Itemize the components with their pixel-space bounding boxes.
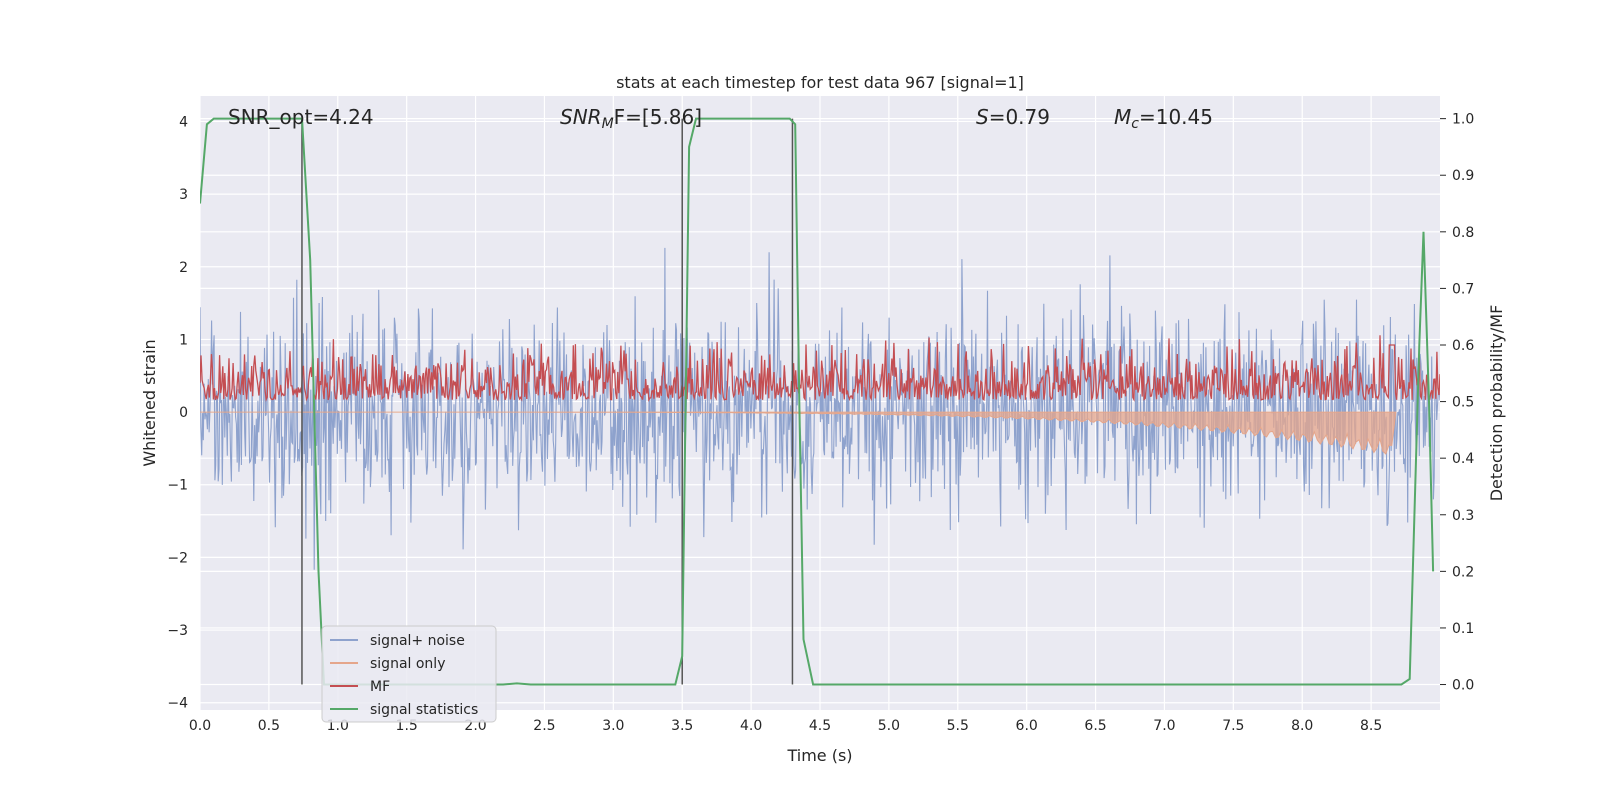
x-axis-title: Time (s) [786,746,852,765]
y-tick-label: −4 [167,696,188,712]
x-tick-label: 0.5 [258,718,280,734]
mc-subscript: c [1131,116,1139,132]
x-tick-label: 8.5 [1360,718,1382,734]
x-tick-labels: 0.0 0.5 1.0 1.5 2.0 2.5 3.0 3.5 4.0 4.5 5.0 5.5 6.0 6… [189,718,1382,734]
y-tick-label: −2 [167,550,188,566]
y2-tick-label: 0.0 [1452,678,1474,694]
y2-tick-label: 1.0 [1452,112,1474,128]
y2-tick-label: 0.9 [1452,168,1474,184]
series-signal-noise [200,247,1440,570]
y2-tick-label: 0.8 [1452,225,1474,241]
snr-mf-prefix: SNR [560,105,602,129]
y-tick-label: 2 [179,260,188,276]
x-tick-label: 4.5 [809,718,831,734]
annotation-mc: Mc=10.45 [1114,105,1213,132]
y-tick-label: −1 [167,478,188,494]
y2-tick-label: 0.3 [1452,508,1474,524]
legend-label-signal-only: signal only [370,656,445,672]
y-tick-label: 0 [179,405,188,421]
legend-box [321,625,497,723]
x-tick-label: 5.5 [947,718,969,734]
x-tick-label: 6.0 [1016,718,1038,734]
y-tick-label: 4 [179,114,188,130]
y-tick-label: −3 [167,623,188,639]
x-tick-label: 3.5 [671,718,693,734]
x-tick-label: 5.0 [878,718,900,734]
s-label: S [976,105,989,129]
annotation-s: S=0.79 [976,105,1050,129]
x-tick-label: 7.5 [1222,718,1244,734]
legend: signal+ noise signal only MF signal stat… [321,625,497,723]
legend-label-signal-noise: signal+ noise [370,633,465,649]
y2-tick-label: 0.2 [1452,564,1474,580]
series-signal-statistics [200,117,1435,686]
x-tick-label: 6.5 [1084,718,1106,734]
y-tick-labels: 4 3 2 1 0 −1 −2 −3 −4 [167,114,188,711]
x-tick-label: 0.0 [189,718,211,734]
legend-label-signal-statistics: signal statistics [370,702,478,718]
annotation-snr-opt: SNR_opt=4.24 [228,105,374,129]
x-tick-label: 8.0 [1291,718,1313,734]
x-tick-label: 7.0 [1153,718,1175,734]
snr-mf-suffix: F=[5.86] [614,105,702,129]
annotation-snr-mf: SNRMF=[5.86] [560,105,702,132]
legend-label-mf: MF [370,679,390,695]
x-tick-label: 2.5 [533,718,555,734]
signal-statistics-layer [200,117,1435,686]
chart-title: stats at each timestep for test data 967… [616,73,1024,92]
s-value: =0.79 [989,105,1050,129]
y-axis-title: Whitened strain [140,339,159,466]
y2-tick-label: 0.7 [1452,281,1474,297]
y2-tick-label: 0.5 [1452,395,1474,411]
mc-value: =10.45 [1139,105,1213,129]
mc-label: M [1114,105,1131,129]
snr-mf-subscript: M [602,116,614,132]
y2-axis-title: Detection probability/MF [1487,305,1506,502]
y-tick-label: 3 [179,187,188,203]
y2-tick-label: 0.6 [1452,338,1474,354]
y2-tick-label: 0.4 [1452,451,1474,467]
x-tick-label: 3.0 [602,718,624,734]
x-tick-label: 4.0 [740,718,762,734]
y2-tick-label: 0.1 [1452,621,1474,637]
y2-tick-labels: 1.0 0.9 0.8 0.7 0.6 0.5 0.4 0.3 0.2 0.1 0.0 [1440,112,1474,694]
y-tick-label: 1 [179,332,188,348]
series-mf [200,335,1440,402]
